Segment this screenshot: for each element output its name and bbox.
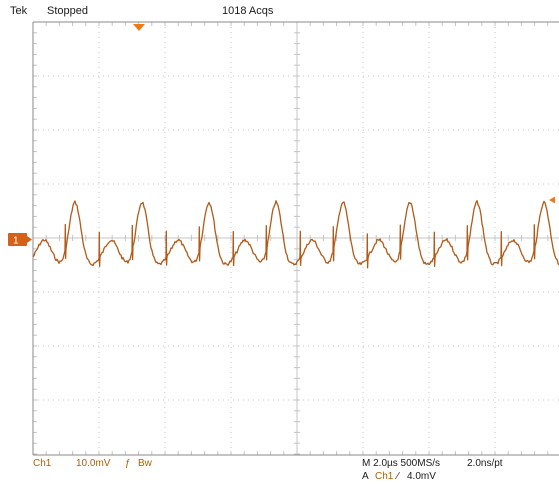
trigger-level-arrow-icon[interactable] [549,196,555,204]
vertical-scale[interactable]: 10.0mV [76,458,111,469]
record-length: 2.0ns/pt [467,458,503,469]
rising-edge-icon: ∕ [397,471,399,482]
channel-1-marker-label: 1 [13,236,19,247]
graticule [32,21,559,456]
trigger-prefix: A [362,471,369,482]
channel-1-ground-marker[interactable]: 1 [8,233,32,247]
trigger-channel[interactable]: Ch1 [375,471,394,482]
channel-label[interactable]: Ch1 [33,458,52,469]
bandwidth-label: Bw [138,458,152,469]
bandwidth-limit-icon: ƒ [125,458,131,469]
acquisition-state: Stopped [47,5,88,17]
brand-label: Tek [10,5,28,17]
trigger-level[interactable]: 4.0mV [407,471,436,482]
status-bar: Tek Stopped 1018 Acqs [0,0,559,22]
trigger-position-arrow-icon[interactable] [133,24,145,31]
channel-1-waveform [32,200,559,269]
acquisition-count: 1018 Acqs [222,5,274,17]
timebase-readout[interactable]: M 2.0µs 500MS/s [362,458,441,469]
